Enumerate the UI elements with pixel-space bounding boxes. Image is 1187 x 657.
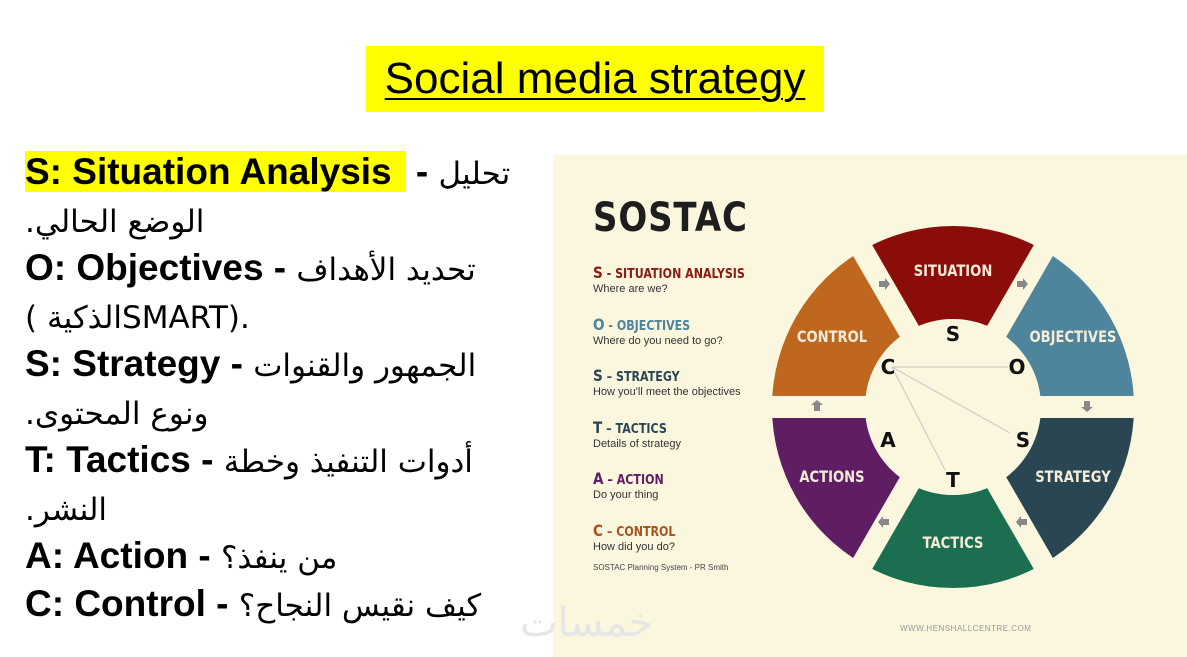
wheel-label: OBJECTIVES [1030, 328, 1117, 347]
wheel-center [865, 319, 1041, 495]
legend-desc: How did you do? [593, 540, 675, 553]
legend-letter: O [593, 314, 605, 334]
legend-name: SITUATION ANALYSIS [615, 267, 745, 282]
legend-item: S – STRATEGY How you'll meet the objectiv… [593, 366, 741, 398]
wheel-label: CONTROL [797, 328, 867, 347]
text-line: S: Strategy - الجمهور والقنوات [25, 342, 476, 388]
arabic-description: ( الذكيةSMART). [25, 300, 250, 336]
legend-name: ACTION [616, 473, 664, 488]
legend-name: OBJECTIVES [616, 318, 691, 334]
text-line: T: Tactics - أدوات التنفيذ وخطة [25, 438, 473, 484]
legend-name: CONTROL [616, 524, 676, 540]
arabic-description: النشر. [25, 492, 108, 528]
wheel-label: TACTICS [923, 534, 984, 553]
wheel-segment-tactics [862, 483, 1044, 588]
legend-letter: A [593, 469, 604, 488]
sostac-heading: SOSTAC [593, 195, 748, 241]
wheel-letter: S [1016, 428, 1030, 452]
center-arrow [891, 366, 946, 471]
separator: - [405, 151, 439, 192]
arabic-description: أدوات التنفيذ وخطة [223, 444, 473, 480]
legend-desc: Where are we? [593, 283, 668, 295]
text-line: O: Objectives - تحديد الأهداف [25, 246, 476, 292]
arrow-icon [1017, 278, 1028, 290]
separator: - [220, 343, 254, 384]
text-line: C: Control - كيف نقيس النجاح؟ [25, 582, 481, 628]
arrow-icon [811, 400, 823, 411]
arrow-icon [879, 278, 890, 290]
separator: - [205, 583, 239, 624]
text-line: الوضع الحالي. [25, 198, 204, 244]
separator: - [188, 535, 221, 576]
arrow-icon [1081, 401, 1093, 412]
wheel-label: STRATEGY [1035, 468, 1111, 487]
text-line: S: Situation Analysis - تحليل [25, 150, 510, 196]
legend-item: S - SITUATION ANALYSIS Where are we? [593, 263, 772, 295]
separator: - [263, 247, 297, 288]
legend-letter: S [593, 263, 603, 282]
legend-desc: Do your thing [593, 489, 659, 501]
legend-letter: T [593, 417, 603, 437]
legend-sep: – [602, 370, 617, 385]
legend-sep: – [603, 473, 617, 488]
center-arrow [891, 366, 1011, 434]
legend-desc: How you'll meet the objectives [593, 386, 741, 398]
legend-sep: - [602, 267, 616, 282]
slide-title: Social media strategy [366, 46, 824, 112]
arabic-description: كيف نقيس النجاح؟ [238, 588, 482, 624]
arabic-description: الجمهور والقنوات [253, 348, 477, 384]
credit-text: SOSTAC Planning System - PR Smith [593, 563, 729, 572]
term-label: T: Tactics [25, 439, 191, 480]
arabic-description: الوضع الحالي. [25, 204, 205, 240]
arrow-icon [1016, 516, 1027, 528]
wheel-segment-situation [862, 226, 1044, 331]
text-line: A: Action - من ينفذ؟ [25, 534, 337, 580]
legend-name: TACTICS [615, 421, 667, 437]
term-label: C: Control [25, 583, 206, 624]
text-line: ونوع المحتوى. [25, 390, 208, 436]
text-line: ( الذكيةSMART). [25, 294, 250, 340]
term-label: O: Objectives [25, 247, 264, 288]
wheel-label: SITUATION [914, 262, 993, 281]
wheel-letter: T [946, 468, 960, 492]
legend-sep: – [602, 421, 616, 437]
wheel-letter: C [881, 355, 896, 379]
legend-sep: – [602, 524, 617, 540]
wheel-letter: A [880, 428, 896, 452]
legend-desc: Where do you need to go? [593, 334, 723, 347]
legend-letter: S [593, 366, 603, 385]
legend-desc: Details of strategy [593, 437, 682, 450]
arabic-description: من ينفذ؟ [220, 540, 338, 576]
wheel-letter: O [1008, 355, 1025, 379]
wheel-letter: S [946, 322, 960, 346]
wheel-label: ACTIONS [799, 468, 864, 487]
legend-item: T – TACTICS Details of strategy [593, 418, 681, 450]
separator: - [190, 439, 224, 480]
arabic-description: تحديد الأهداف [296, 252, 476, 288]
term-label: A: Action [25, 535, 189, 576]
legend-letter: C [593, 520, 603, 540]
watermark-logo: خمسات [520, 600, 654, 646]
legend-item: A – ACTION Do your thing [593, 469, 676, 501]
arabic-description: ونوع المحتوى. [25, 396, 209, 432]
arabic-description: تحليل [438, 156, 511, 192]
arrow-icon [878, 516, 889, 528]
term-label: S: Strategy [25, 343, 221, 384]
text-line: النشر. [25, 486, 107, 532]
legend-item: C – CONTROL How did you do? [593, 521, 690, 553]
legend-name: STRATEGY [616, 370, 680, 385]
legend-sep: - [604, 318, 617, 334]
legend-item: O - OBJECTIVES Where do you need to go? [593, 315, 723, 347]
website-text: WWW.HENSHALLCENTRE.COM [900, 624, 1032, 633]
term-label: S: Situation Analysis [25, 151, 406, 192]
